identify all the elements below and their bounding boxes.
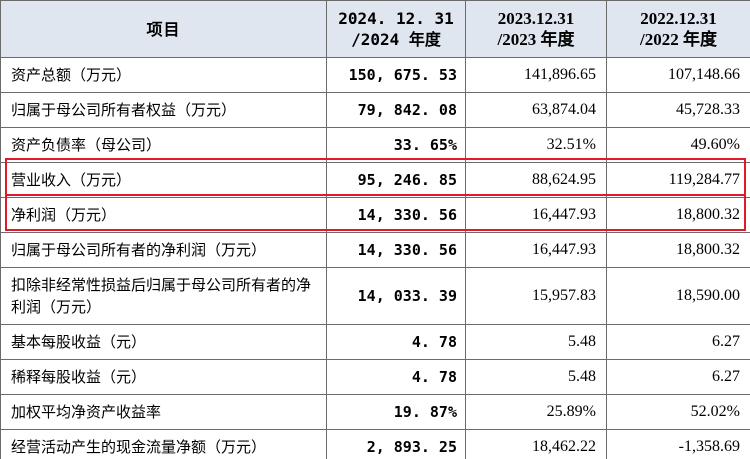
value-2022: 45,728.33 — [606, 92, 750, 128]
value-2024: 4. 78 — [326, 359, 466, 395]
header-2023-date: 2023.12.31 — [497, 9, 575, 28]
header-2024-year: /2024 年度 — [351, 30, 441, 49]
value-2023: 5.48 — [465, 359, 607, 395]
value-2022: 119,284.77 — [606, 162, 750, 198]
header-2022-date: 2022.12.31 — [640, 9, 717, 28]
header-2022: 2022.12.31 /2022 年度 — [606, 0, 750, 58]
row-label: 归属于母公司所有者的净利润（万元） — [0, 232, 327, 268]
value-2024: 33. 65% — [326, 127, 466, 163]
value-2024: 79, 842. 08 — [326, 92, 466, 128]
row-label: 稀释每股收益（元） — [0, 359, 327, 395]
header-2023: 2023.12.31 /2023 年度 — [465, 0, 607, 58]
value-2024: 14, 330. 56 — [326, 197, 466, 233]
value-2023: 16,447.93 — [465, 197, 607, 233]
table-header-row: 项目 2024. 12. 31 /2024 年度 2023.12.31 /202… — [0, 0, 750, 58]
value-2022: -1,358.69 — [606, 429, 750, 459]
row-label: 营业收入（万元） — [0, 162, 327, 198]
value-2023: 141,896.65 — [465, 57, 607, 93]
value-2022: 49.60% — [606, 127, 750, 163]
header-2022-year: /2022 年度 — [640, 30, 717, 49]
table-row: 资产总额（万元） 150, 675. 53 141,896.65 107,148… — [0, 57, 750, 93]
row-label: 经营活动产生的现金流量净额（万元） — [0, 429, 327, 459]
value-2023: 18,462.22 — [465, 429, 607, 459]
table-row: 经营活动产生的现金流量净额（万元） 2, 893. 25 18,462.22 -… — [0, 429, 750, 459]
value-2024: 95, 246. 85 — [326, 162, 466, 198]
row-label: 净利润（万元） — [0, 197, 327, 233]
value-2022: 6.27 — [606, 324, 750, 360]
value-2023: 88,624.95 — [465, 162, 607, 198]
row-label: 资产负债率（母公司） — [0, 127, 327, 163]
row-label: 资产总额（万元） — [0, 57, 327, 93]
table-row: 扣除非经常性损益后归属于母公司所有者的净利润（万元） 14, 033. 39 1… — [0, 267, 750, 325]
value-2024: 4. 78 — [326, 324, 466, 360]
table-row: 稀释每股收益（元） 4. 78 5.48 6.27 — [0, 359, 750, 395]
value-2022: 107,148.66 — [606, 57, 750, 93]
value-2022: 6.27 — [606, 359, 750, 395]
value-2023: 32.51% — [465, 127, 607, 163]
value-2023: 15,957.83 — [465, 267, 607, 325]
value-2024: 14, 033. 39 — [326, 267, 466, 325]
value-2023: 5.48 — [465, 324, 607, 360]
header-item: 项目 — [0, 0, 327, 58]
value-2024: 2, 893. 25 — [326, 429, 466, 459]
value-2024: 14, 330. 56 — [326, 232, 466, 268]
value-2023: 63,874.04 — [465, 92, 607, 128]
value-2022: 18,800.32 — [606, 197, 750, 233]
row-label: 加权平均净资产收益率 — [0, 394, 327, 430]
value-2024: 150, 675. 53 — [326, 57, 466, 93]
table-row: 归属于母公司所有者的净利润（万元） 14, 330. 56 16,447.93 … — [0, 232, 750, 268]
table-row: 加权平均净资产收益率 19. 87% 25.89% 52.02% — [0, 394, 750, 430]
value-2022: 18,800.32 — [606, 232, 750, 268]
value-2022: 18,590.00 — [606, 267, 750, 325]
value-2024: 19. 87% — [326, 394, 466, 430]
row-label: 基本每股收益（元） — [0, 324, 327, 360]
table-row: 基本每股收益（元） 4. 78 5.48 6.27 — [0, 324, 750, 360]
row-label: 归属于母公司所有者权益（万元） — [0, 92, 327, 128]
table-row-highlighted: 营业收入（万元） 95, 246. 85 88,624.95 119,284.7… — [0, 162, 750, 198]
header-2024-date: 2024. 12. 31 — [338, 9, 454, 28]
value-2023: 25.89% — [465, 394, 607, 430]
value-2023: 16,447.93 — [465, 232, 607, 268]
header-2023-year: /2023 年度 — [497, 30, 575, 49]
table-row: 归属于母公司所有者权益（万元） 79, 842. 08 63,874.04 45… — [0, 92, 750, 128]
table-row: 资产负债率（母公司） 33. 65% 32.51% 49.60% — [0, 127, 750, 163]
value-2022: 52.02% — [606, 394, 750, 430]
header-2024: 2024. 12. 31 /2024 年度 — [326, 0, 466, 58]
table-row-highlighted: 净利润（万元） 14, 330. 56 16,447.93 18,800.32 — [0, 197, 750, 233]
row-label: 扣除非经常性损益后归属于母公司所有者的净利润（万元） — [0, 267, 327, 325]
